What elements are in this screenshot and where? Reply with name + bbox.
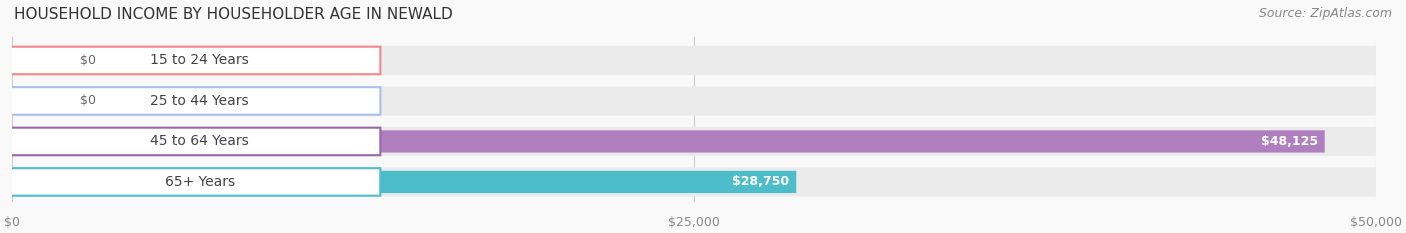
FancyBboxPatch shape xyxy=(13,90,66,112)
FancyBboxPatch shape xyxy=(13,130,1324,153)
Text: $0: $0 xyxy=(80,54,97,67)
Text: 65+ Years: 65+ Years xyxy=(165,175,235,189)
FancyBboxPatch shape xyxy=(6,47,381,74)
FancyBboxPatch shape xyxy=(13,171,796,193)
Text: HOUSEHOLD INCOME BY HOUSEHOLDER AGE IN NEWALD: HOUSEHOLD INCOME BY HOUSEHOLDER AGE IN N… xyxy=(14,7,453,22)
FancyBboxPatch shape xyxy=(6,168,381,196)
FancyBboxPatch shape xyxy=(13,86,1376,116)
Text: 15 to 24 Years: 15 to 24 Years xyxy=(150,53,249,68)
Text: 45 to 64 Years: 45 to 64 Years xyxy=(150,134,249,148)
FancyBboxPatch shape xyxy=(6,128,381,155)
FancyBboxPatch shape xyxy=(13,46,1376,75)
Text: $0: $0 xyxy=(80,94,97,107)
Text: $28,750: $28,750 xyxy=(733,175,789,188)
Text: 25 to 44 Years: 25 to 44 Years xyxy=(150,94,249,108)
Text: $48,125: $48,125 xyxy=(1261,135,1317,148)
Text: Source: ZipAtlas.com: Source: ZipAtlas.com xyxy=(1258,7,1392,20)
FancyBboxPatch shape xyxy=(13,167,1376,196)
FancyBboxPatch shape xyxy=(13,127,1376,156)
FancyBboxPatch shape xyxy=(13,49,66,72)
FancyBboxPatch shape xyxy=(6,87,381,115)
